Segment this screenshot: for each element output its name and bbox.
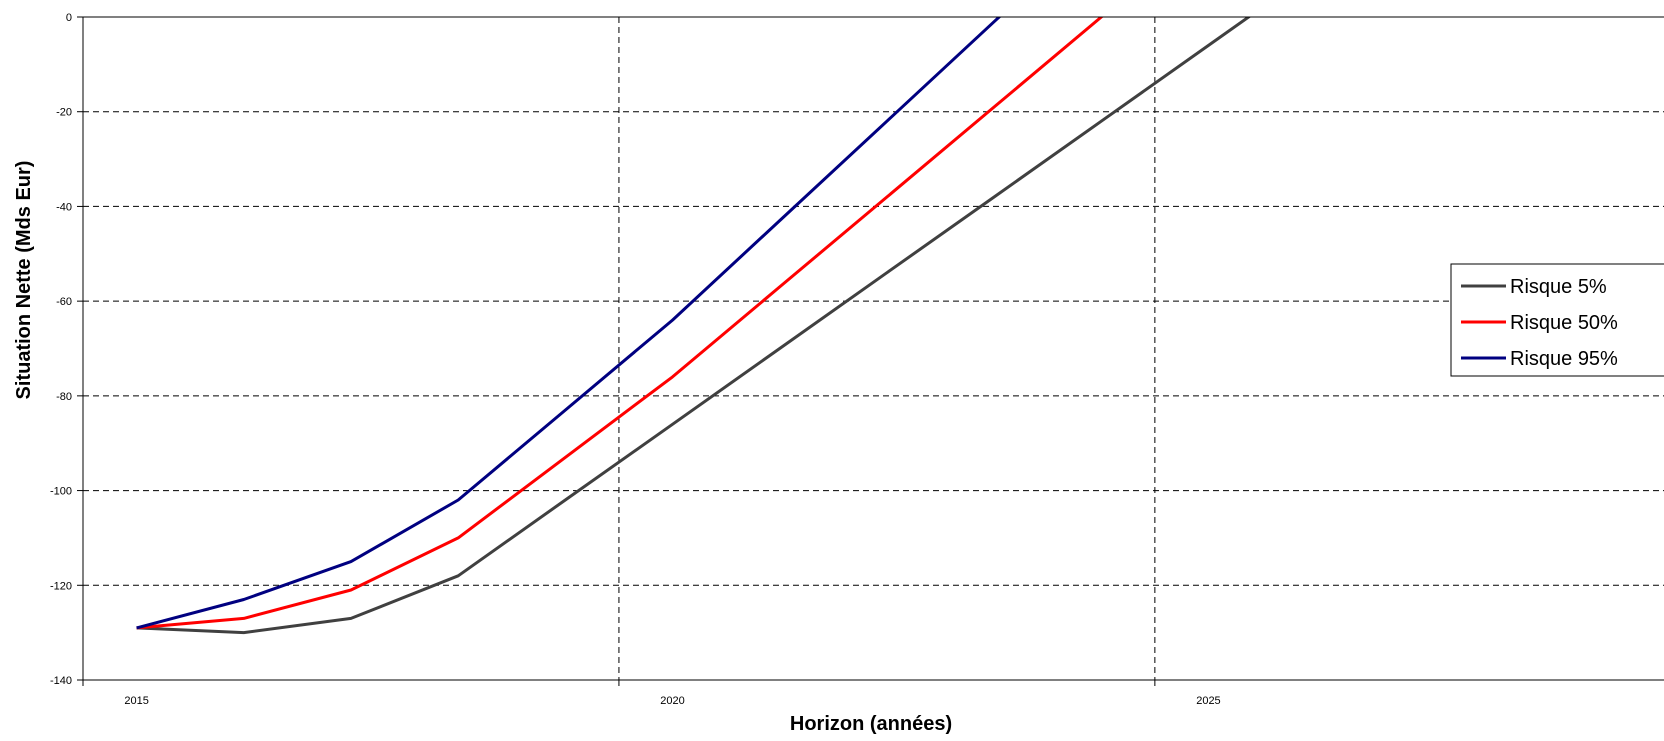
legend-label: Risque 5% <box>1510 276 1607 298</box>
legend-label: Risque 95% <box>1510 348 1618 370</box>
y-tick-label: -20 <box>56 107 72 119</box>
y-tick-label: 0 <box>66 12 72 24</box>
x-tick-label: 2015 <box>124 695 148 707</box>
legend-label: Risque 50% <box>1510 312 1618 334</box>
grid <box>82 17 1664 680</box>
series-line-2 <box>136 17 1002 630</box>
legend: Risque 5% Risque 50% Risque 95% <box>1450 263 1664 377</box>
series-line-1 <box>136 17 1104 630</box>
axes <box>77 16 1664 686</box>
x-tick-label: 2020 <box>660 695 684 707</box>
tick-labels: 0 -20 -40 -60 -80 -100 -120 -140 2015 2020 2025 <box>50 12 1221 707</box>
y-tick-label: -40 <box>56 201 72 213</box>
x-axis-title: Horizon (années) <box>790 713 952 735</box>
series-group <box>136 17 1252 635</box>
y-tick-label: -120 <box>50 580 72 592</box>
y-tick-label: -80 <box>56 391 72 403</box>
x-tick-label: 2025 <box>1196 695 1220 707</box>
y-tick-label: -100 <box>50 486 72 498</box>
y-axis-title: Situation Nette (Mds Eur) <box>13 161 35 400</box>
y-tick-label: -60 <box>56 296 72 308</box>
y-tick-label: -140 <box>50 675 72 687</box>
series-line-0 <box>136 17 1252 635</box>
